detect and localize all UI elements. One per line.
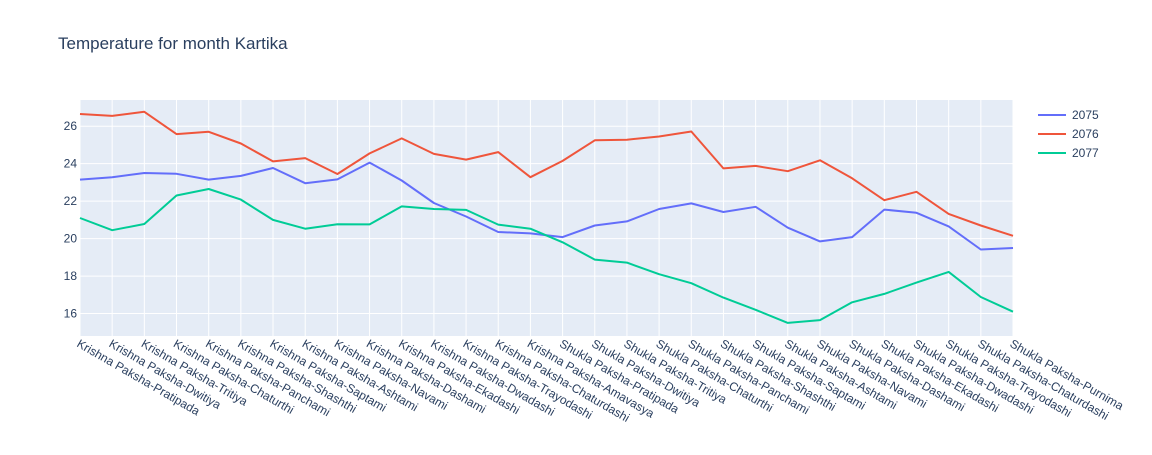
legend-label: 2075: [1072, 108, 1099, 122]
y-tick-label: 16: [64, 307, 78, 321]
legend-label: 2076: [1072, 127, 1099, 141]
legend-item-2077[interactable]: 2077: [1038, 146, 1099, 160]
y-tick-label: 22: [64, 194, 78, 208]
y-tick-label: 18: [64, 269, 78, 283]
legend[interactable]: 2075 2076 2077: [1038, 108, 1099, 160]
chart-title: Temperature for month Kartika: [58, 34, 288, 53]
y-tick-label: 26: [64, 119, 78, 133]
series-lines: [79, 110, 1014, 324]
y-tick-label: 20: [64, 232, 78, 246]
series-line-2077: [79, 188, 1014, 324]
y-tick-label: 24: [64, 157, 78, 171]
legend-item-2076[interactable]: 2076: [1038, 127, 1099, 141]
y-axis-ticks: 16 18 20 22 24 26: [64, 119, 78, 320]
plot-background: [80, 100, 1013, 336]
series-line-2076: [79, 110, 1014, 237]
plot-area: [79, 100, 1014, 336]
legend-item-2075[interactable]: 2075: [1038, 108, 1099, 122]
legend-label: 2077: [1072, 146, 1099, 160]
